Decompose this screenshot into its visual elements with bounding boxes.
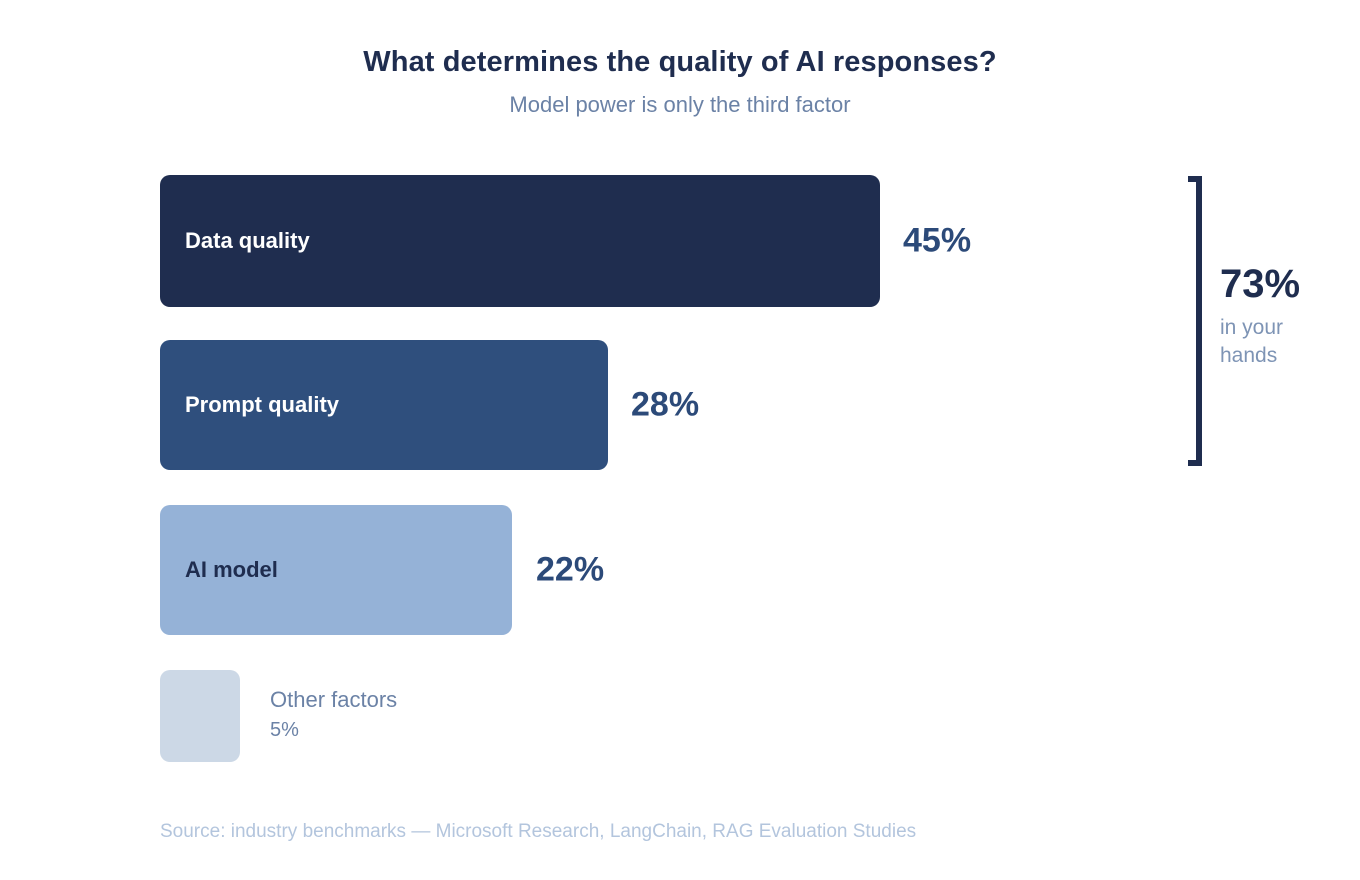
bar-prompt-quality: Prompt quality bbox=[160, 340, 608, 470]
other-factors-text: Other factors 5% bbox=[270, 684, 397, 745]
bar-ai-model: AI model bbox=[160, 505, 512, 635]
annotation-value: 73% bbox=[1220, 262, 1301, 306]
bar-label: Prompt quality bbox=[185, 392, 340, 417]
bar-data-quality: Data quality bbox=[160, 175, 880, 307]
bar-value: 5% bbox=[270, 718, 299, 741]
bracket-top-tick bbox=[1188, 176, 1202, 182]
source-note: Source: industry benchmarks — Microsoft … bbox=[160, 821, 917, 842]
bar-label: Data quality bbox=[185, 228, 310, 253]
chart-subtitle: Model power is only the third factor bbox=[509, 92, 851, 117]
bar-label: Other factors bbox=[270, 687, 398, 712]
page-title: What determines the quality of AI respon… bbox=[363, 46, 997, 78]
bar-label: AI model bbox=[185, 557, 278, 582]
annotation-block: 73% in your hands bbox=[1220, 262, 1350, 371]
bracket-stem bbox=[1196, 176, 1202, 466]
bar-other-factors bbox=[160, 670, 240, 762]
bar-value: 22% bbox=[536, 550, 605, 589]
bracket-annotation-icon bbox=[1188, 176, 1208, 466]
bar-chart: Data quality 45% Prompt quality 28% AI m… bbox=[160, 175, 1340, 765]
bar-value: 28% bbox=[631, 385, 700, 424]
bar-value: 45% bbox=[903, 221, 972, 260]
bracket-bottom-tick bbox=[1188, 460, 1202, 466]
annotation-caption: in your hands bbox=[1220, 316, 1284, 368]
